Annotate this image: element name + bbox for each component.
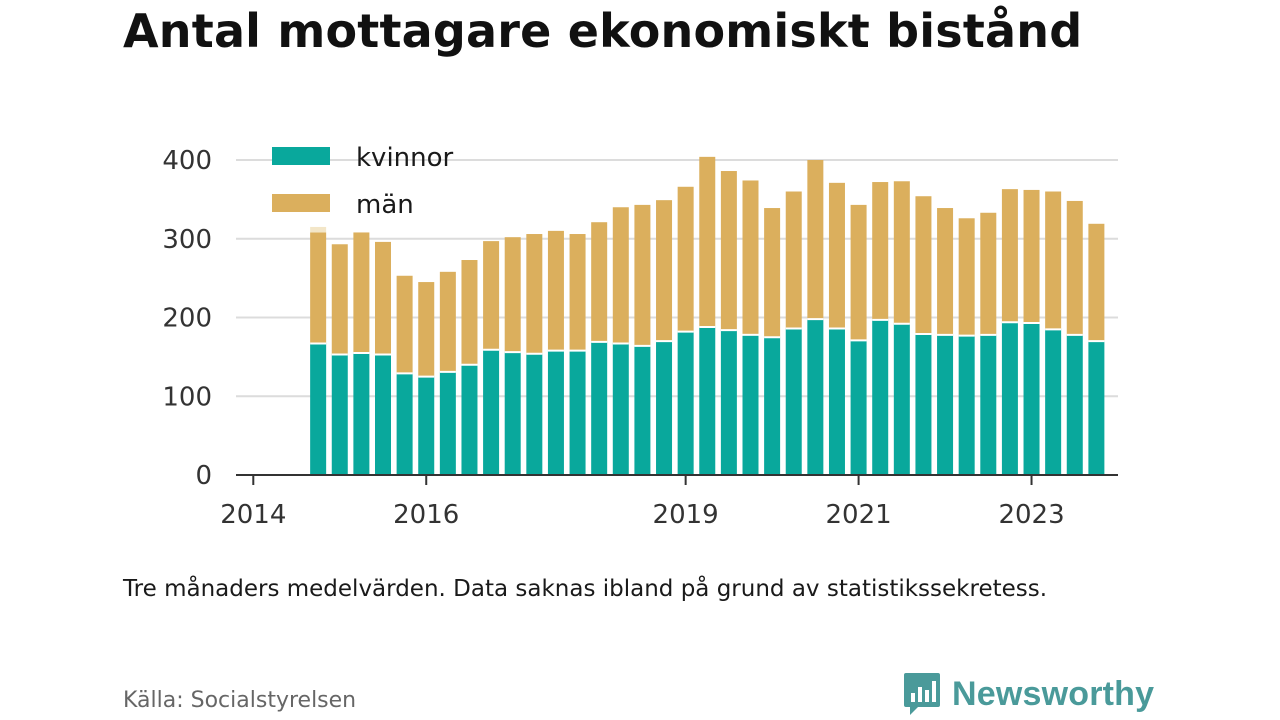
bar-man-35 [1066,200,1083,335]
bar-man-9 [504,237,521,353]
bar-kvinnor-11 [547,350,564,475]
bar-kvinnor-23 [807,319,824,475]
bar-man-20 [742,180,759,335]
bar-kvinnor-2 [353,352,370,475]
bar-kvinnor-20 [742,334,759,475]
bar-kvinnor-0 [310,343,327,475]
bar-man-0 [310,232,327,344]
y-tick-label-0: 0 [195,461,212,491]
bar-man-19 [720,171,737,331]
bar-kvinnor-26 [872,319,889,475]
y-tick-label-100: 100 [162,382,212,412]
bar-kvinnor-4 [396,373,413,475]
bar-man-33 [1023,189,1040,324]
bar-kvinnor-32 [1001,322,1018,475]
bar-kvinnor-24 [828,328,845,475]
y-tick-label-300: 300 [162,225,212,255]
bar-kvinnor-17 [677,331,694,475]
bar-man-4 [396,275,413,374]
bar-kvinnor-9 [504,352,521,475]
bar-man-12 [569,234,586,351]
y-tick-label-200: 200 [162,304,212,334]
bar-man-7 [461,260,478,365]
bar-kvinnor-21 [764,337,781,475]
bar-man-31 [980,212,997,335]
bar-man-26 [872,182,889,320]
bar-kvinnor-1 [331,354,348,475]
bar-kvinnor-30 [958,335,975,475]
bar-kvinnor-19 [720,330,737,475]
bar-kvinnor-13 [591,341,608,475]
bar-man-3 [375,241,391,355]
bar-kvinnor-8 [483,349,500,475]
bar-man-13 [591,222,608,342]
brand[interactable]: Newsworthy [902,668,1154,720]
x-tick-label-2023: 2023 [998,500,1064,530]
bar-man-32 [1001,189,1018,323]
bar-kvinnor-27 [893,323,910,475]
bar-kvinnor-18 [699,326,716,475]
legend-swatch-kvinnor [272,147,330,165]
legend-label-kvinnor: kvinnor [356,143,454,173]
bar-man-21 [764,208,781,338]
bar-man-18 [699,156,716,327]
bar-kvinnor-33 [1023,323,1040,475]
brand-name: Newsworthy [952,674,1155,713]
bar-kvinnor-31 [980,334,997,475]
bar-kvinnor-3 [375,354,391,475]
bar-kvinnor-22 [785,328,802,475]
bar-kvinnor-34 [1045,329,1062,475]
bar-man-15 [634,204,651,346]
bar-kvinnor-35 [1066,334,1083,475]
bar-man-22 [785,191,802,329]
bar-man-17 [677,186,694,332]
bar-man-14 [612,207,629,344]
y-tick-label-400: 400 [162,146,212,176]
newsworthy-logo-icon [904,673,940,715]
bar-man-5 [418,282,435,377]
bar-man-24 [828,182,845,329]
bar-man-36 [1088,223,1105,342]
legend-label-man: män [356,190,414,220]
bar-kvinnor-15 [634,345,651,475]
x-tick-label-2019: 2019 [653,500,719,530]
bar-man-2 [353,232,370,353]
bar-kvinnor-16 [656,341,673,475]
bar-man-25 [850,204,867,341]
bar-man-8 [483,241,500,350]
x-tick-label-2014: 2014 [220,500,286,530]
bar-man-34 [1045,191,1062,330]
bar-overlay-0 [310,226,327,233]
x-tick-label-2021: 2021 [826,500,892,530]
bar-man-10 [526,234,543,354]
bars-layer [310,156,1105,475]
chart-title: Antal mottagare ekonomiskt bistånd [123,4,1083,58]
bar-kvinnor-10 [526,353,543,475]
source-label: Källa: Socialstyrelsen [123,688,357,713]
bar-man-28 [915,196,932,335]
bar-kvinnor-6 [439,371,456,475]
bar-man-30 [958,218,975,336]
x-tick-label-2016: 2016 [393,500,459,530]
bar-man-11 [547,230,564,351]
bar-man-29 [937,208,954,335]
bar-kvinnor-29 [937,334,954,475]
bar-kvinnor-28 [915,334,932,475]
bar-kvinnor-36 [1088,341,1105,475]
bar-kvinnor-12 [569,350,586,475]
bar-kvinnor-7 [461,364,478,475]
legend-swatch-man [272,194,330,212]
chart-note: Tre månaders medelvärden. Data saknas ib… [123,576,1048,602]
bar-kvinnor-5 [418,376,435,475]
bar-man-23 [807,160,824,320]
bar-kvinnor-25 [850,340,867,475]
bar-man-27 [893,181,910,324]
axis-layer: 0 100 200 300 400 2014 2016 2019 2021 2023 [162,146,1118,530]
legend: kvinnor män [272,143,454,220]
bar-man-6 [439,271,456,372]
bar-kvinnor-14 [612,343,629,475]
bar-man-1 [331,244,348,355]
bar-man-16 [656,200,673,342]
